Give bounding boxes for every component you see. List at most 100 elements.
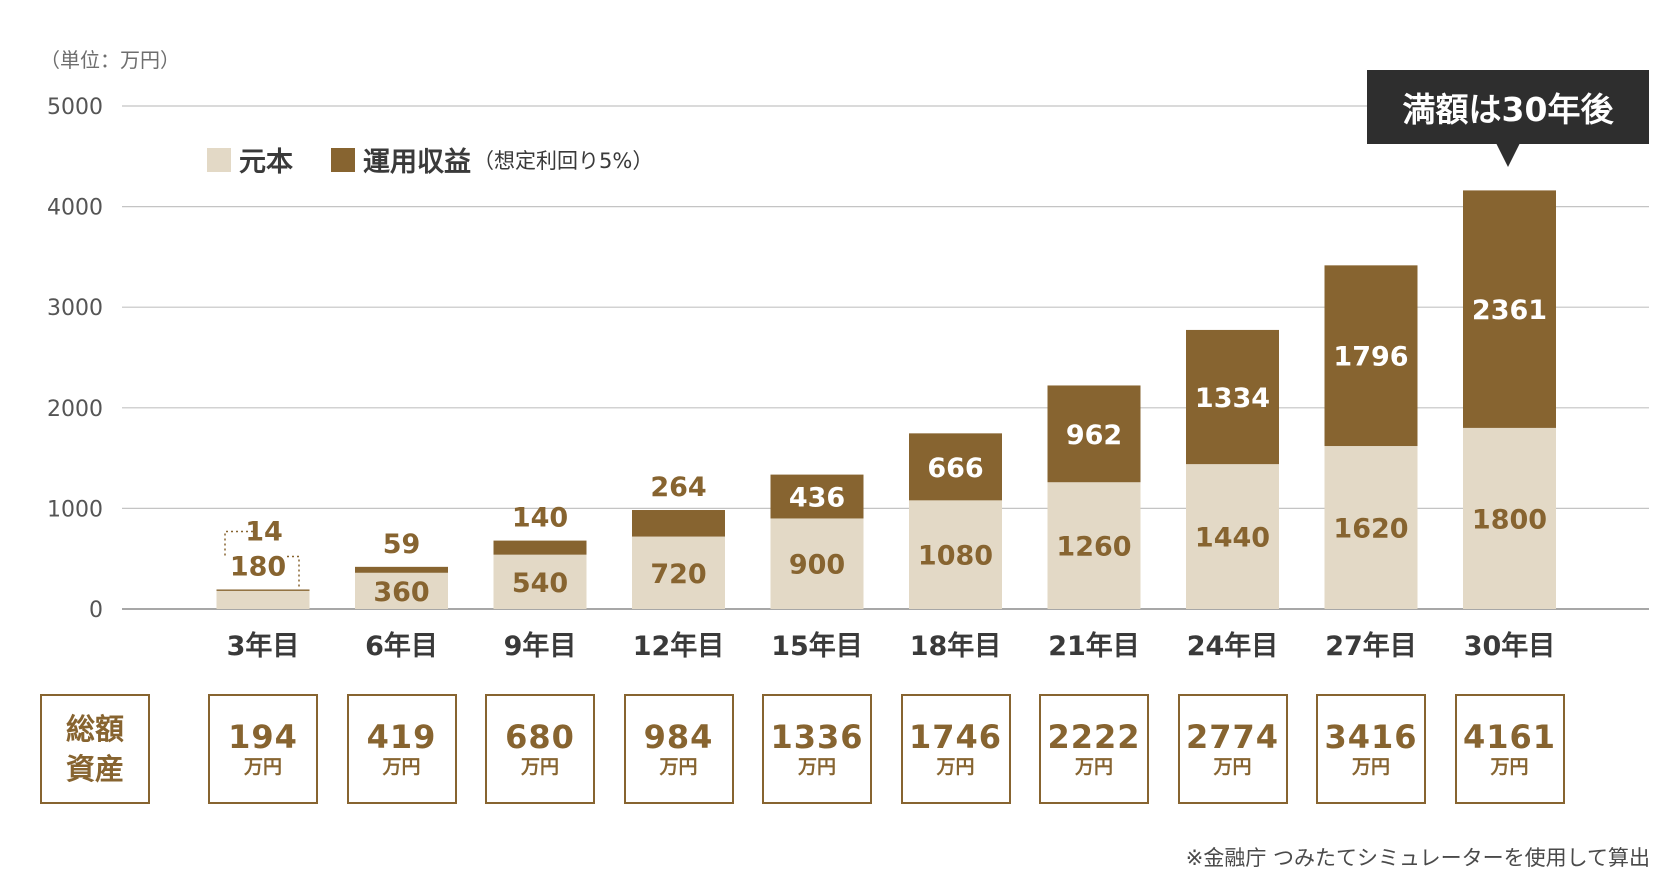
total-value: 419 xyxy=(366,718,437,756)
label-returns: 1796 xyxy=(1333,342,1408,373)
legend-swatch-returns xyxy=(331,147,355,172)
x-category-label: 9年目 xyxy=(504,630,577,662)
y-tick-label: 5000 xyxy=(47,95,103,120)
bar-principal xyxy=(1047,482,1141,609)
legend-item-returns: 運用収益 （想定利回り5%） xyxy=(331,140,653,179)
total-box: 3416 万円 xyxy=(1316,694,1426,804)
bar-principal xyxy=(770,518,864,609)
bar-returns xyxy=(493,540,587,555)
total-box: 2222 万円 xyxy=(1039,694,1149,804)
label-principal: 1800 xyxy=(1472,504,1547,535)
bar-principal xyxy=(632,536,725,609)
total-value: 1746 xyxy=(908,718,1003,756)
total-assets-label: 総額 資産 xyxy=(40,694,150,804)
y-tick-label: 4000 xyxy=(47,196,103,221)
bar-returns xyxy=(355,566,448,573)
label-principal: 540 xyxy=(512,568,568,599)
total-box: 4161 万円 xyxy=(1454,694,1565,804)
label-principal: 1620 xyxy=(1333,514,1408,545)
label-principal: 360 xyxy=(373,577,429,608)
label-principal: 1260 xyxy=(1056,532,1131,563)
x-category-label: 15年目 xyxy=(771,630,863,662)
bar-returns xyxy=(909,433,1002,501)
total-box: 2774 万円 xyxy=(1177,694,1288,804)
total-unit: 万円 xyxy=(243,756,282,778)
callout-pointer xyxy=(1496,143,1520,167)
total-unit: 万円 xyxy=(1351,756,1390,778)
bar-returns xyxy=(770,474,864,519)
callout-full-term: 満額は30年後 xyxy=(1367,70,1649,144)
bar-returns xyxy=(1186,329,1279,465)
bar-returns xyxy=(632,510,725,537)
label-principal: 900 xyxy=(789,550,845,581)
x-category-label: 27年目 xyxy=(1325,630,1417,662)
label-returns: 436 xyxy=(789,483,845,514)
total-unit: 万円 xyxy=(936,756,975,778)
total-unit: 万円 xyxy=(797,756,836,778)
x-category-label: 6年目 xyxy=(365,630,438,662)
leader-line xyxy=(287,555,300,588)
total-label-line2: 資産 xyxy=(65,752,124,786)
unit-label: （単位：万円） xyxy=(40,48,180,72)
bar-principal xyxy=(1186,464,1279,609)
x-category-label: 24年目 xyxy=(1187,630,1279,662)
x-category-label: 3年目 xyxy=(227,630,300,662)
label-returns: 1334 xyxy=(1195,383,1270,414)
legend-label-principal: 元本 xyxy=(239,147,293,178)
total-box: 1336 万円 xyxy=(762,694,872,804)
total-value: 984 xyxy=(643,718,714,756)
x-category-label: 21年目 xyxy=(1048,630,1140,662)
total-value: 194 xyxy=(228,718,298,756)
label-returns: 140 xyxy=(512,503,568,534)
bar-principal xyxy=(355,572,448,609)
x-category-label: 30年目 xyxy=(1464,630,1556,662)
label-principal: 1080 xyxy=(918,541,993,572)
x-category-label: 12年目 xyxy=(633,630,725,662)
bar-principal xyxy=(1463,427,1556,609)
total-label-line1: 総額 xyxy=(65,712,124,746)
y-tick-label: 0 xyxy=(89,598,103,623)
total-value: 3416 xyxy=(1324,718,1418,756)
total-value: 4161 xyxy=(1462,718,1557,756)
bar-principal xyxy=(909,500,1002,609)
total-unit: 万円 xyxy=(382,756,421,778)
label-returns: 14 xyxy=(245,516,283,547)
total-box: 984 万円 xyxy=(623,694,734,804)
total-value: 2222 xyxy=(1047,718,1141,756)
total-unit: 万円 xyxy=(1490,756,1529,778)
bar-returns xyxy=(1324,265,1418,447)
total-box: 419 万円 xyxy=(346,694,457,804)
total-box: 680 万円 xyxy=(485,694,595,804)
label-returns: 264 xyxy=(650,472,706,503)
bar-principal xyxy=(493,554,587,609)
total-unit: 万円 xyxy=(659,756,698,778)
bar-principal xyxy=(216,590,310,609)
bar-returns xyxy=(1463,190,1556,428)
legend: 元本 運用収益 （想定利回り5%） xyxy=(207,140,691,179)
legend-item-principal: 元本 xyxy=(207,140,293,179)
total-value: 680 xyxy=(505,718,575,756)
y-tick-label: 3000 xyxy=(47,296,103,321)
bar-returns xyxy=(216,589,310,591)
y-tick-label: 2000 xyxy=(47,397,103,422)
label-returns: 962 xyxy=(1066,420,1122,451)
label-principal: 720 xyxy=(650,559,706,590)
total-value: 1336 xyxy=(770,718,864,756)
total-unit: 万円 xyxy=(1213,756,1252,778)
bar-returns xyxy=(1047,385,1141,483)
label-returns: 2361 xyxy=(1472,295,1547,326)
bar-principal xyxy=(1324,446,1418,609)
label-principal: 180 xyxy=(230,551,286,582)
y-tick-label: 1000 xyxy=(47,497,103,522)
total-unit: 万円 xyxy=(520,756,559,778)
total-box: 194 万円 xyxy=(208,694,318,804)
legend-note-returns: （想定利回り5%） xyxy=(473,148,654,173)
label-returns: 59 xyxy=(383,529,421,560)
legend-label-returns: 運用収益 xyxy=(363,147,471,178)
total-value: 2774 xyxy=(1185,718,1280,756)
total-unit: 万円 xyxy=(1074,756,1113,778)
footnote: ※金融庁 つみたてシミュレーターを使用して算出 xyxy=(1185,846,1650,870)
total-box: 1746 万円 xyxy=(900,694,1011,804)
x-category-label: 18年目 xyxy=(910,630,1002,662)
